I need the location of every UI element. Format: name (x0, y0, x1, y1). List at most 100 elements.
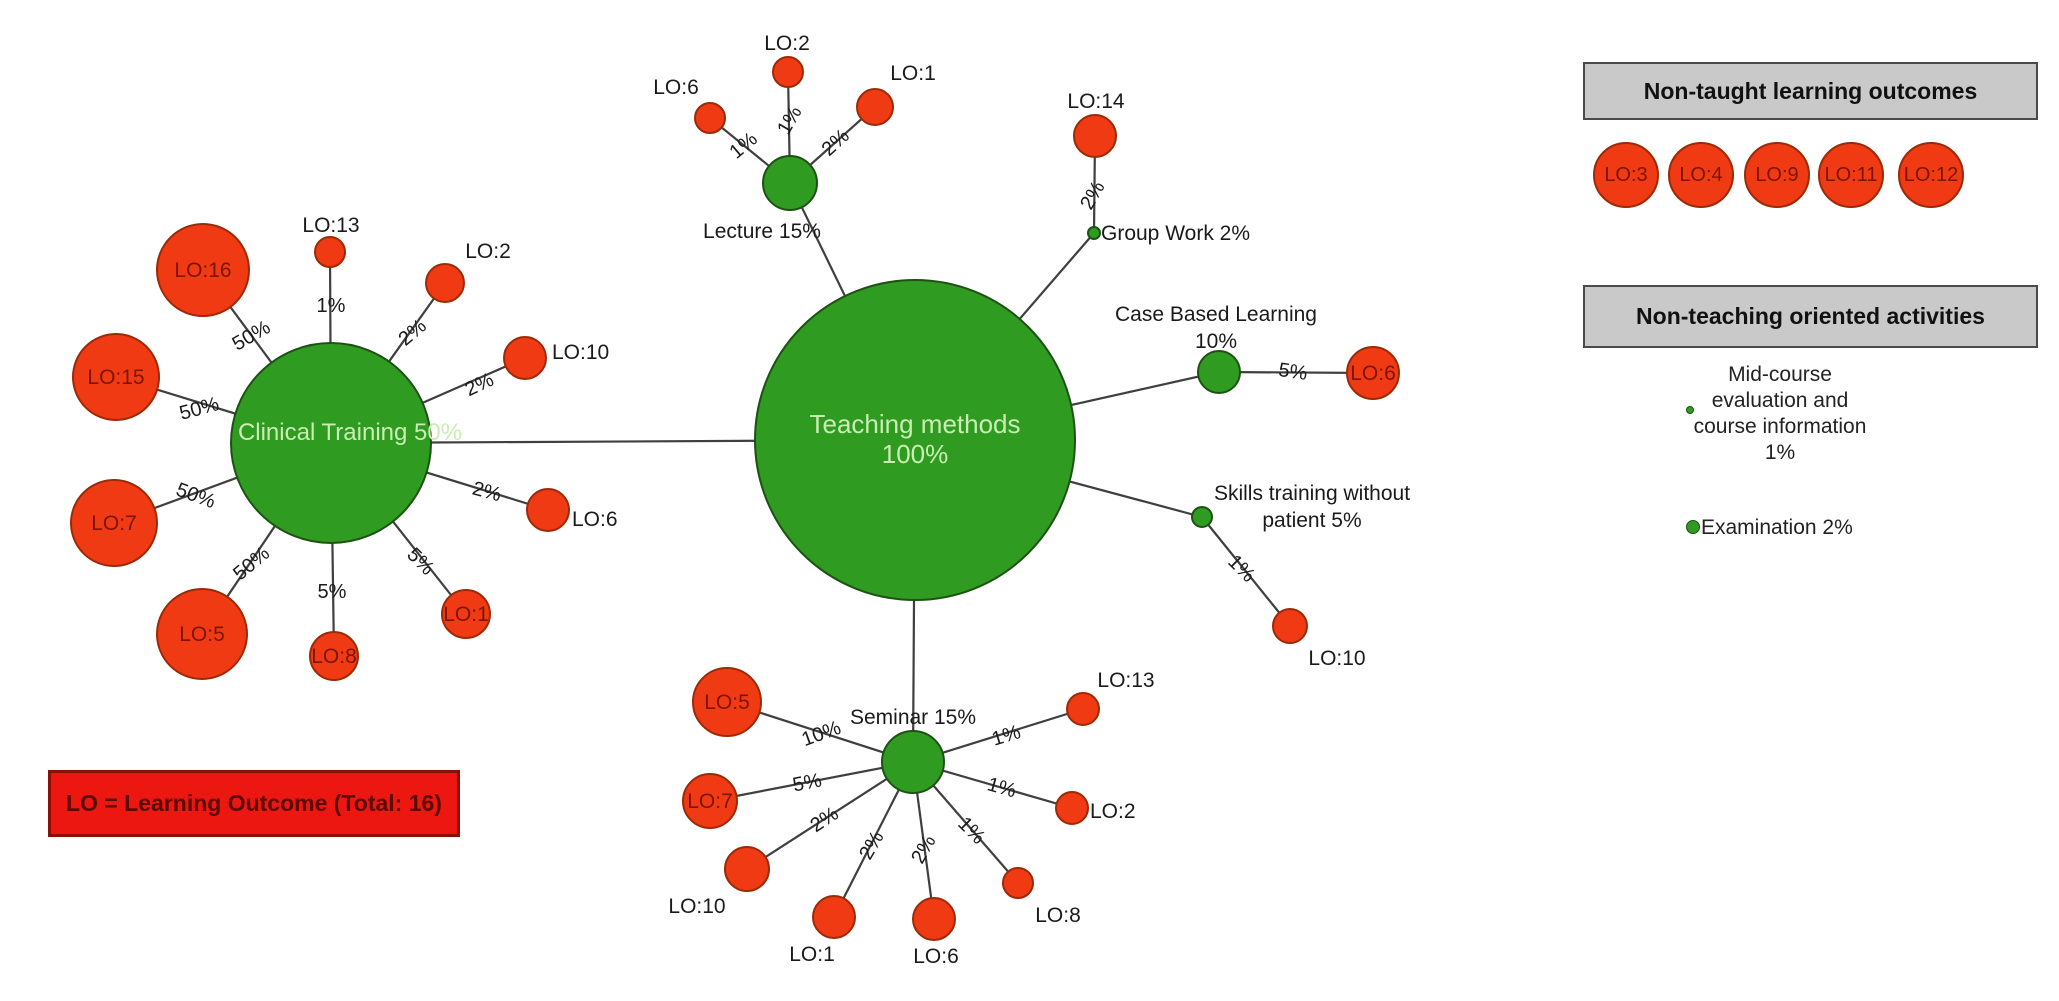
label-skills-training-without-patient-lo-10: LO:10 (1308, 647, 1365, 670)
node-seminar-lo-6 (912, 897, 956, 941)
label-seminar-lo-7: LO:7 (687, 790, 733, 813)
edge-pct-clinical-training-lo-7: 50% (173, 479, 218, 513)
edge-pct-clinical-training-lo-16: 50% (229, 316, 275, 355)
label-group-work-lo-14: LO:14 (1067, 90, 1125, 113)
node-clinical-training (230, 342, 432, 544)
label-seminar-lo-2: LO:2 (1090, 800, 1136, 823)
label-teaching-methods-0: Teaching methods (809, 409, 1020, 439)
node-group-work (1087, 226, 1101, 240)
node-seminar-lo-5 (692, 667, 762, 737)
node-case-based-learning-lo-6 (1346, 346, 1400, 400)
legend-box: LO = Learning Outcome (Total: 16) (48, 770, 460, 837)
activity-line: course information (1693, 415, 1867, 438)
node-lecture-lo-2 (772, 56, 804, 88)
non-teaching-header: Non-teaching oriented activities (1583, 285, 2038, 348)
edge-pct-seminar-lo-7: 5% (791, 769, 824, 796)
node-seminar (881, 730, 945, 794)
node-clinical-training-lo-2 (425, 263, 465, 303)
node-clinical-training-lo-5 (156, 588, 248, 680)
edge-pct-case-based-learning-lo-6: 5% (1277, 359, 1309, 385)
node-clinical-training-lo-16 (156, 223, 250, 317)
label-clinical-training-0: Clinical Training 50% (238, 419, 462, 446)
label-clinical-training-lo-13: LO:13 (302, 214, 359, 237)
non-taught-lo-12: LO:12 (1898, 142, 1964, 208)
node-seminar-lo-1 (812, 895, 856, 939)
node-clinical-training-lo-1 (441, 589, 491, 639)
label-skills-training-without-patient-0: Skills training without (1214, 482, 1410, 505)
label-lecture-lo-1: LO:1 (890, 62, 936, 85)
label-lecture-lo-6: LO:6 (653, 76, 699, 99)
label-lecture-lo-2: LO:2 (764, 32, 810, 55)
activity-line: evaluation and (1711, 389, 1849, 412)
non-taught-lo-9: LO:9 (1744, 142, 1810, 208)
node-clinical-training-lo-8 (309, 631, 359, 681)
label-clinical-training-lo-5: LO:5 (179, 623, 225, 646)
edge-pct-lecture-lo-6: 1% (726, 128, 762, 164)
edge-pct-seminar-lo-10: 2% (806, 803, 842, 837)
edge-pct-clinical-training-lo-13: 1% (317, 295, 346, 317)
edge-seminar-lo-10 (746, 761, 914, 870)
label-clinical-training-lo-2: LO:2 (465, 240, 511, 263)
label-group-work-0: Group Work 2% (1101, 222, 1250, 245)
node-seminar-lo-8 (1002, 867, 1034, 899)
node-lecture-lo-6 (694, 102, 726, 134)
label-teaching-methods-1: 100% (882, 439, 949, 469)
label-case-based-learning-0: Case Based Learning (1115, 303, 1317, 326)
node-case-based-learning (1197, 350, 1241, 394)
activity-line: 1% (1764, 441, 1796, 464)
edge-pct-clinical-training-lo-6: 2% (470, 478, 504, 507)
label-clinical-training-lo-16: LO:16 (174, 259, 231, 282)
edge-skills-training-without-patient-lo-10 (1201, 516, 1291, 627)
node-group-work-lo-14 (1073, 114, 1117, 158)
node-skills-training-without-patient-lo-10 (1272, 608, 1308, 644)
node-clinical-training-lo-6 (526, 488, 570, 532)
node-lecture (762, 155, 818, 211)
non-taught-header: Non-taught learning outcomes (1583, 62, 2038, 120)
label-case-based-learning-lo-6: LO:6 (1350, 362, 1396, 385)
node-clinical-training-lo-10 (503, 336, 547, 380)
non-taught-lo-4: LO:4 (1668, 142, 1734, 208)
edge-pct-seminar-lo-5: 10% (799, 717, 844, 751)
label-clinical-training-lo-6: LO:6 (572, 508, 618, 531)
label-clinical-training-lo-7: LO:7 (91, 512, 137, 535)
label-seminar-lo-5: LO:5 (704, 691, 750, 714)
node-seminar-lo-7 (682, 773, 738, 829)
label-case-based-learning-1: 10% (1195, 330, 1237, 353)
label-seminar-lo-6: LO:6 (913, 945, 959, 968)
activity-text-1: Examination 2% (1701, 515, 1961, 541)
label-seminar-lo-13: LO:13 (1097, 669, 1154, 692)
edge-seminar-lo-7 (709, 760, 914, 803)
node-clinical-training-lo-13 (314, 236, 346, 268)
label-lecture-0: Lecture 15% (703, 220, 821, 243)
non-taught-lo-11: LO:11 (1818, 142, 1884, 208)
edge-pct-seminar-lo-6: 2% (907, 831, 941, 867)
node-teaching-methods (754, 279, 1076, 601)
label-clinical-training-lo-15: LO:15 (87, 366, 144, 389)
label-skills-training-without-patient-1: patient 5% (1262, 509, 1361, 532)
label-seminar-0: Seminar 15% (850, 706, 976, 729)
edge-pct-clinical-training-lo-8: 5% (318, 581, 347, 603)
activity-line: Examination 2% (1701, 516, 1853, 539)
label-seminar-lo-10: LO:10 (668, 895, 725, 918)
activity-line: Mid-course (1728, 363, 1832, 386)
edge-pct-seminar-lo-1: 2% (855, 827, 889, 863)
node-seminar-lo-10 (724, 846, 770, 892)
label-clinical-training-lo-10: LO:10 (552, 341, 609, 364)
activity-text-0: Mid-course evaluation and course informati… (1655, 362, 1905, 466)
edge-pct-seminar-lo-13: 1% (989, 721, 1023, 751)
node-clinical-training-lo-7 (70, 479, 158, 567)
edge-pct-lecture-lo-2: 1% (773, 102, 807, 138)
nodes-layer (70, 56, 1400, 941)
node-seminar-lo-13 (1066, 692, 1100, 726)
node-seminar-lo-2 (1055, 791, 1089, 825)
label-clinical-training-lo-8: LO:8 (311, 645, 357, 668)
activity-dot-1 (1686, 520, 1700, 534)
labels-layer: LO:16 LO:13 LO:2 LO:10 LO:15 LO:6 LO:7 LO:1 LO:5… (87, 32, 1410, 968)
node-lecture-lo-1 (856, 88, 894, 126)
node-clinical-training-lo-15 (72, 333, 160, 421)
edge-pct-group-work-lo-14: 2% (1076, 177, 1110, 213)
label-seminar-lo-1: LO:1 (789, 943, 835, 966)
edge-pct-clinical-training-lo-5: 50% (229, 542, 274, 585)
